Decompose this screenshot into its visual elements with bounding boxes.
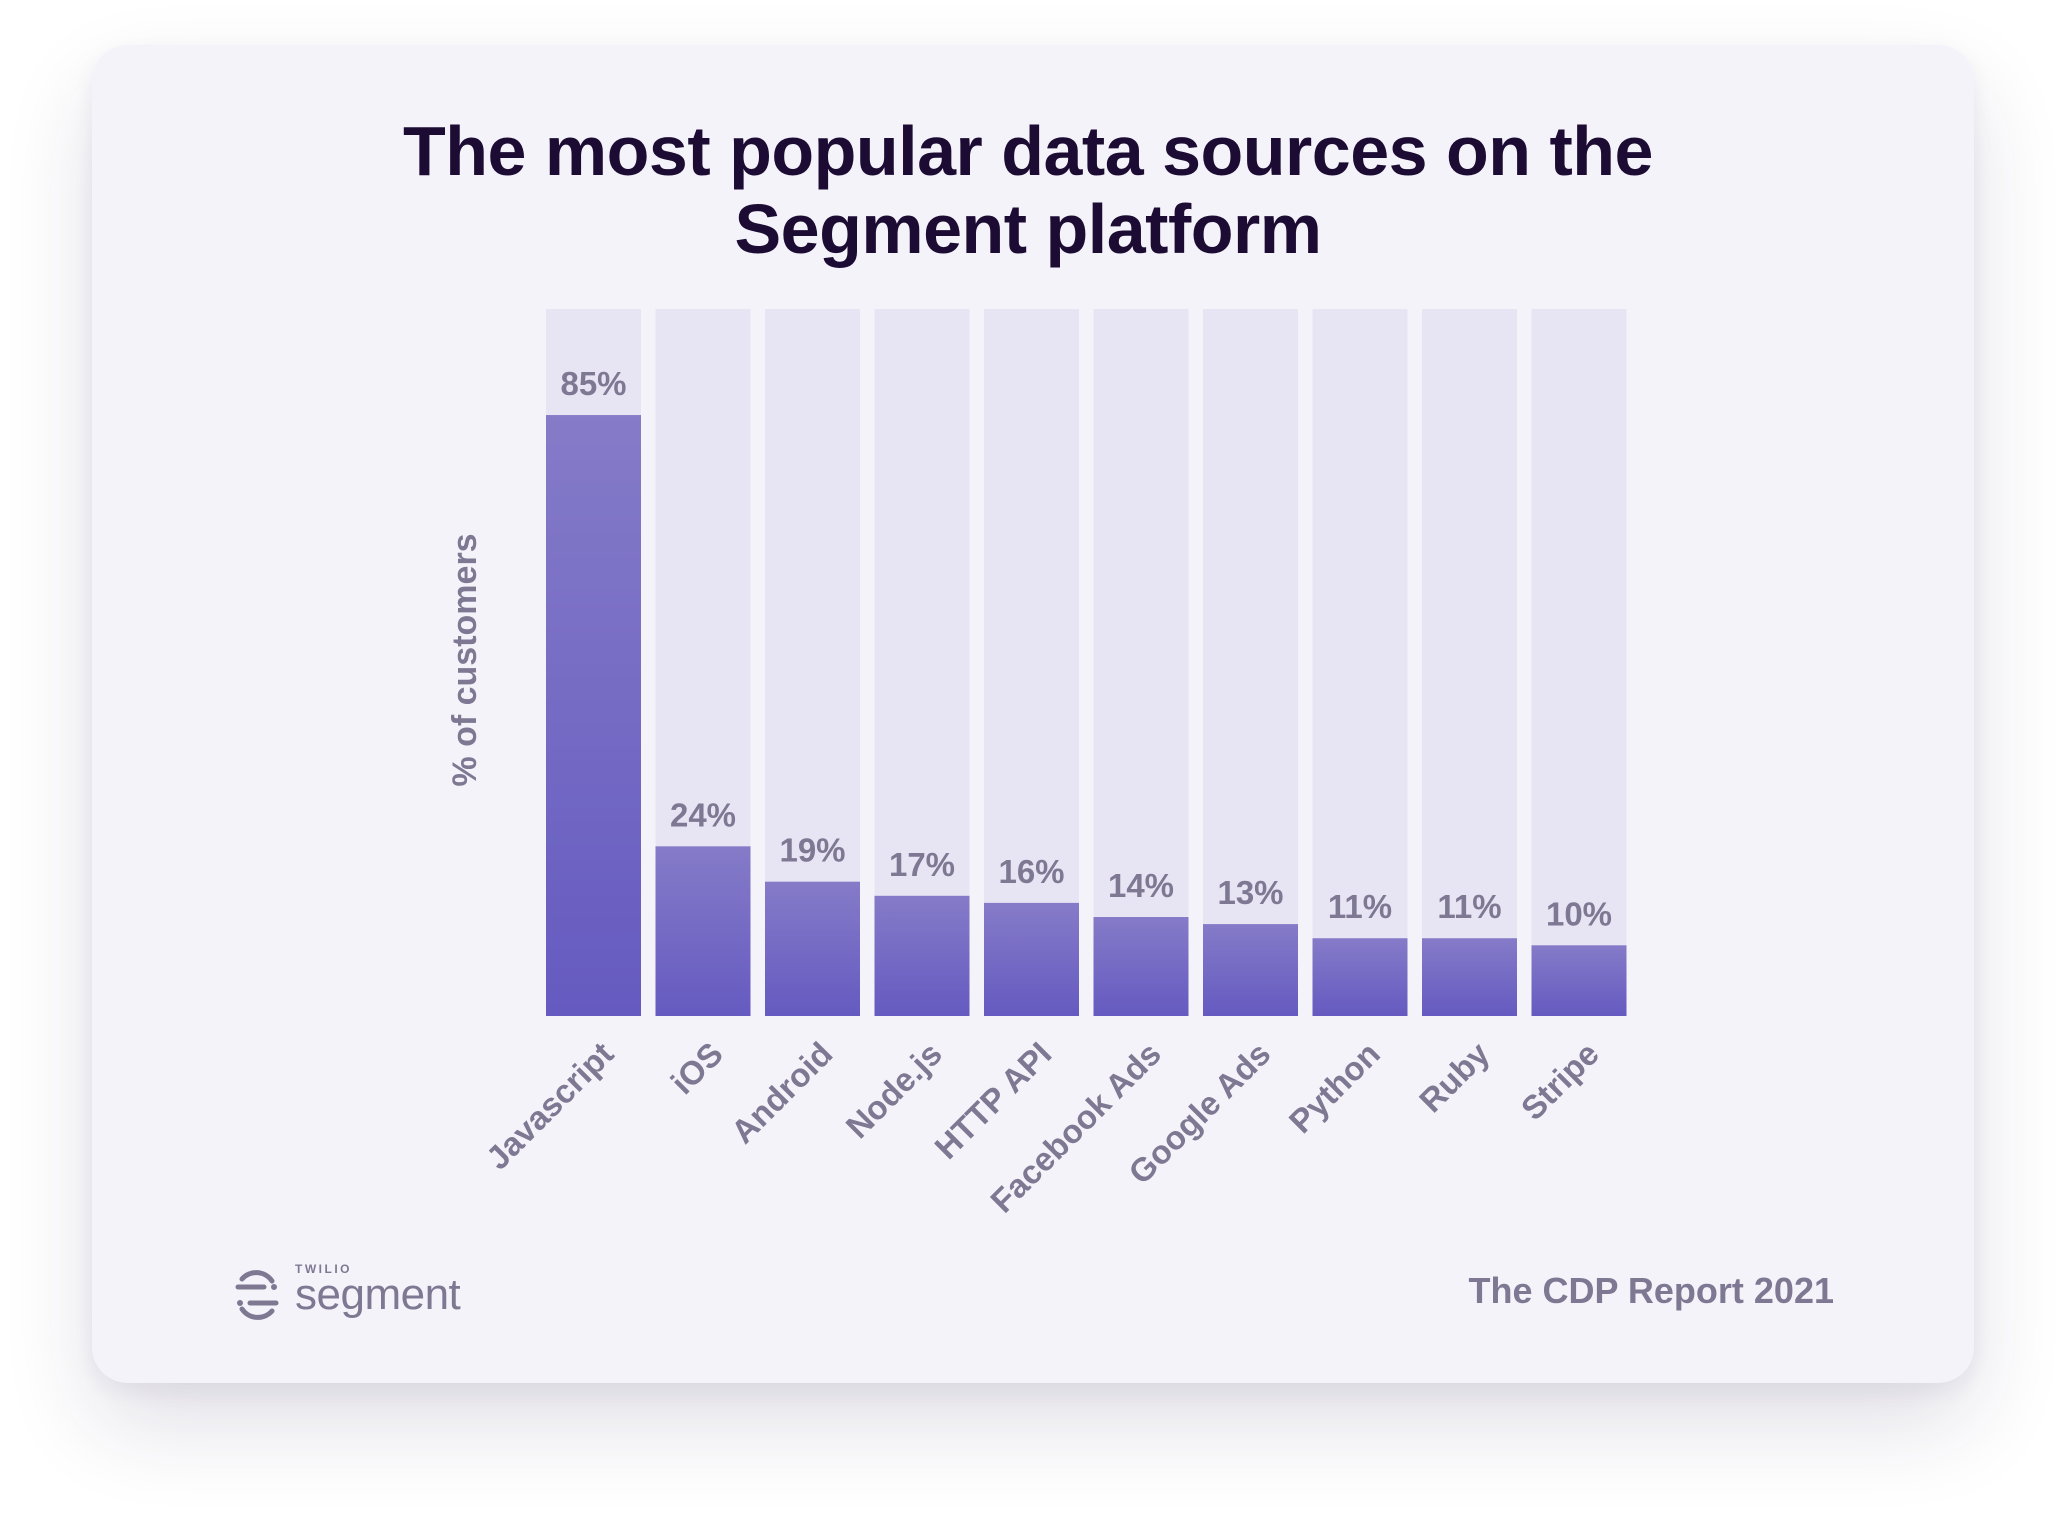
value-label-stripe: 10% — [1546, 895, 1612, 932]
bar-stripe — [1531, 945, 1627, 1016]
bar-facebook-ads — [1093, 917, 1189, 1016]
bar-track-ruby — [1422, 309, 1517, 1016]
bar-track-facebook-ads — [1093, 309, 1189, 1016]
value-label-javascript: 85% — [560, 365, 626, 402]
bar-track-stripe — [1531, 309, 1627, 1016]
value-label-ruby: 11% — [1437, 888, 1501, 925]
value-label-android: 19% — [779, 832, 845, 869]
category-label-node-js: Node.js — [838, 1035, 948, 1145]
category-label-stripe: Stripe — [1514, 1035, 1606, 1127]
brand-twilio-text: TWILIO — [295, 1262, 352, 1276]
category-label-android: Android — [724, 1035, 840, 1151]
bars-group: 85% Javascript 24% iOS 19% Android 17% Node.js 1… — [479, 309, 1627, 1220]
brand-segment-text: segment — [295, 1270, 461, 1319]
y-axis-label: % of customers — [446, 533, 484, 786]
report-label: The CDP Report 2021 — [1468, 1270, 1834, 1311]
chart-title-line-1: The most popular data sources on the — [403, 112, 1653, 190]
bar-ruby — [1422, 938, 1517, 1016]
chart-title-line-2: Segment platform — [734, 190, 1322, 268]
bar-android — [765, 881, 860, 1016]
bar-track-google-ads — [1203, 309, 1298, 1016]
segment-logo-icon — [235, 1270, 279, 1320]
segment-brand: TWILIO segment — [232, 1262, 492, 1324]
value-label-ios: 24% — [670, 796, 736, 833]
value-label-google-ads: 13% — [1217, 874, 1283, 911]
bar-ios — [655, 846, 751, 1016]
chart-title: The most popular data sources on the Seg… — [0, 112, 2056, 268]
bar-javascript — [546, 415, 641, 1016]
category-label-python: Python — [1282, 1035, 1387, 1140]
bar-node-js — [874, 895, 970, 1016]
bar-python — [1312, 938, 1408, 1016]
category-label-javascript: Javascript — [479, 1035, 621, 1177]
bar-http-api — [984, 902, 1079, 1016]
value-label-http-api: 16% — [998, 853, 1064, 890]
value-label-node-js: 17% — [889, 846, 955, 883]
value-label-facebook-ads: 14% — [1108, 867, 1174, 904]
bar-track-python — [1312, 309, 1408, 1016]
value-label-python: 11% — [1328, 888, 1392, 925]
category-label-ruby: Ruby — [1412, 1034, 1497, 1119]
category-label-ios: iOS — [664, 1035, 730, 1101]
bar-track-http-api — [984, 309, 1079, 1016]
bar-google-ads — [1203, 924, 1298, 1016]
